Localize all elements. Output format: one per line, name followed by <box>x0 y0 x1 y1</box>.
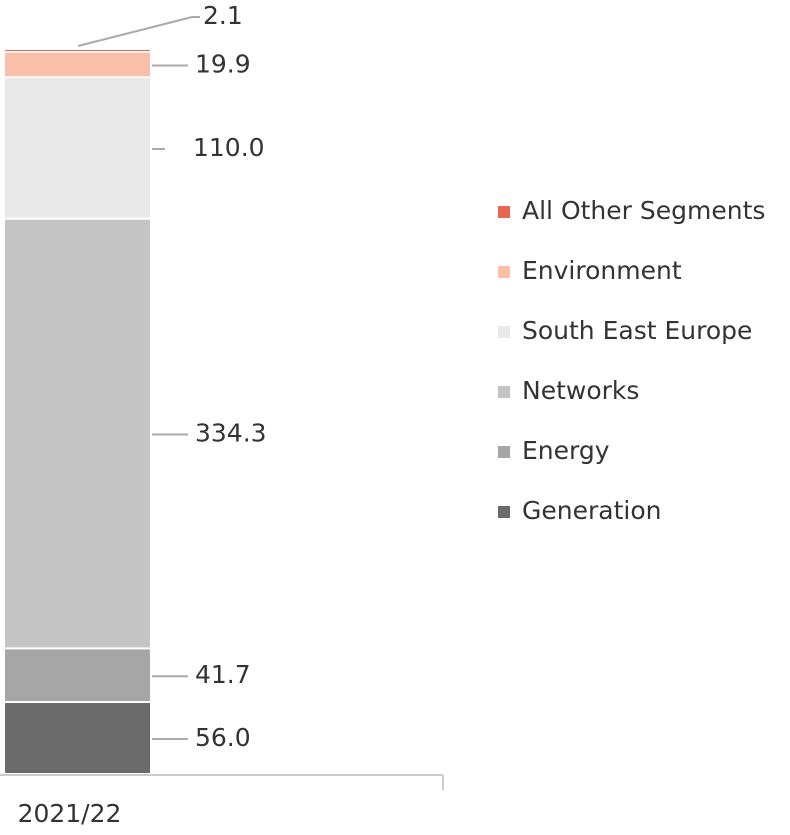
bar-segment <box>5 703 150 773</box>
legend-label: All Other Segments <box>522 196 765 225</box>
legend-swatch <box>498 266 510 278</box>
data-label: 2.1 <box>203 1 243 30</box>
legend-swatch <box>498 506 510 518</box>
data-label: 110.0 <box>193 133 265 162</box>
bar-segment <box>5 52 150 77</box>
legend-label: Generation <box>522 496 661 525</box>
legend-label: Environment <box>522 256 682 285</box>
data-label: 334.3 <box>195 419 267 448</box>
bar-segment <box>5 219 150 648</box>
legend-swatch <box>498 386 510 398</box>
legend-label: South East Europe <box>522 316 752 345</box>
leader-line <box>77 16 193 47</box>
legend-swatch <box>498 206 510 218</box>
legend-label: Networks <box>522 376 639 405</box>
x-tick-label: 2021/22 <box>18 799 122 828</box>
bar-segment <box>5 50 150 51</box>
data-label: 56.0 <box>195 723 251 752</box>
bar-segment <box>5 78 150 218</box>
bar-segment <box>5 649 150 702</box>
data-label: 19.9 <box>195 49 251 78</box>
legend-swatch <box>498 446 510 458</box>
legend-swatch <box>498 326 510 338</box>
data-label: 41.7 <box>195 660 251 689</box>
legend-label: Energy <box>522 436 610 465</box>
